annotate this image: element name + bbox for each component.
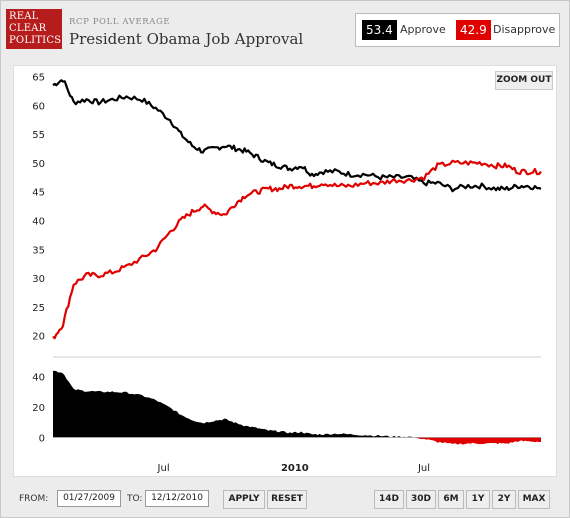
- y-tick-label: 20: [32, 332, 45, 343]
- spread-y-tick-label: 20: [32, 403, 45, 414]
- spread-area-negative: [53, 437, 541, 445]
- y-tick-label: 25: [32, 303, 45, 314]
- y-tick-label: 40: [32, 217, 45, 228]
- range-1y-button[interactable]: 1Y: [466, 490, 490, 509]
- spread-y-tick-label: 40: [32, 373, 45, 384]
- chart-title: President Obama Job Approval: [69, 30, 304, 48]
- zoom-out-button[interactable]: ZOOM OUT: [495, 71, 553, 90]
- from-label: FROM:: [19, 494, 49, 504]
- y-tick-label: 55: [32, 130, 45, 141]
- series-line-disapprove: [52, 159, 542, 340]
- logo-line-1: REAL: [9, 11, 39, 22]
- header: REAL CLEAR POLITICS RCP POLL AVERAGE Pre…: [1, 1, 569, 59]
- to-label: TO:: [127, 494, 143, 504]
- x-tick-label: Jul: [417, 463, 430, 474]
- to-date-input[interactable]: 12/12/2010: [145, 490, 209, 507]
- x-tick-label: 2010: [281, 463, 309, 474]
- rcp-logo[interactable]: REAL CLEAR POLITICS: [6, 9, 62, 49]
- from-date-input[interactable]: 01/27/2009: [57, 490, 121, 507]
- apply-button[interactable]: APPLY: [223, 490, 265, 509]
- y-tick-label: 45: [32, 188, 45, 199]
- range-30d-button[interactable]: 30D: [406, 490, 436, 509]
- y-tick-label: 50: [32, 159, 45, 170]
- chart-svg: 20 25 30 35 40 45 50 55 60 65 0 20 40 Jul 2010 Jul: [32, 73, 542, 474]
- series-line-approve: [52, 79, 542, 193]
- spread-y-tick-label: 0: [39, 433, 45, 444]
- range-2y-button[interactable]: 2Y: [492, 490, 516, 509]
- logo-line-2: CLEAR: [9, 23, 47, 34]
- range-6m-button[interactable]: 6M: [438, 490, 464, 509]
- range-14d-button[interactable]: 14D: [374, 490, 404, 509]
- approve-legend-label: Approve: [400, 23, 446, 36]
- logo-line-3: POLITICS: [9, 35, 62, 46]
- legend: 53.4 Approve 42.9 Disapprove: [355, 13, 560, 47]
- y-tick-label: 35: [32, 245, 45, 256]
- x-tick-label: Jul: [157, 463, 170, 474]
- range-max-button[interactable]: MAX: [518, 490, 550, 509]
- spread-area-positive: [53, 370, 541, 438]
- approve-value-badge: 53.4: [362, 20, 397, 40]
- disapprove-value-badge: 42.9: [456, 20, 491, 40]
- date-range-controls: FROM: 01/27/2009 TO: 12/12/2010 APPLY RE…: [1, 481, 569, 517]
- reset-button[interactable]: RESET: [267, 490, 307, 509]
- y-tick-label: 60: [32, 101, 45, 112]
- y-tick-label: 30: [32, 274, 45, 285]
- chart-subtitle: RCP POLL AVERAGE: [69, 17, 171, 27]
- y-tick-label: 65: [32, 73, 45, 84]
- disapprove-legend-label: Disapprove: [493, 23, 556, 36]
